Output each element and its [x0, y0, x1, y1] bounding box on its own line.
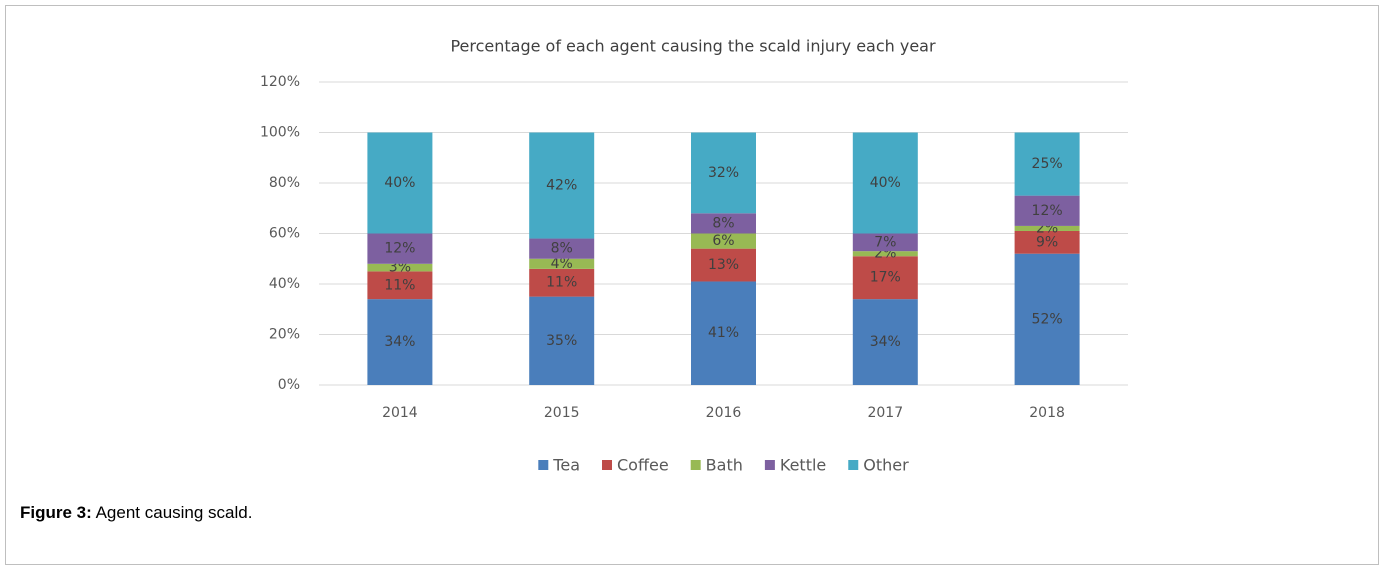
- data-label: 9%: [1036, 234, 1058, 250]
- bar-segment: [529, 258, 595, 269]
- x-tick-label: 2014: [382, 405, 418, 421]
- data-label: 8%: [712, 215, 734, 231]
- data-label: 52%: [1032, 311, 1063, 327]
- bar-segment: [691, 132, 756, 214]
- legend-swatch: [602, 460, 613, 470]
- bar-segment: [1014, 195, 1080, 226]
- x-tick-label: 2017: [867, 405, 903, 421]
- bar-segment: [1014, 230, 1080, 254]
- data-label: 41%: [708, 325, 739, 341]
- bar-segment: [691, 281, 756, 385]
- bar-segment: [529, 132, 595, 239]
- caption-text: Agent causing scald.: [95, 503, 253, 522]
- data-label: 40%: [870, 175, 901, 191]
- data-label: 12%: [384, 241, 415, 257]
- bar-segment: [852, 251, 918, 257]
- bar-segment: [367, 263, 433, 272]
- caption-label: Figure 3:: [20, 503, 92, 522]
- bar-segment: [367, 233, 433, 264]
- y-tick-label: 60%: [269, 226, 300, 242]
- bar-segment: [852, 299, 918, 385]
- bar-segment: [529, 268, 595, 297]
- x-tick-label: 2015: [544, 405, 580, 421]
- bar-segment: [852, 233, 918, 252]
- data-label: 6%: [712, 233, 734, 249]
- y-tick-label: 20%: [269, 327, 300, 343]
- y-tick-label: 100%: [260, 125, 300, 141]
- data-label: 35%: [546, 333, 577, 349]
- data-label: 11%: [546, 275, 577, 291]
- data-label: 8%: [551, 241, 573, 257]
- legend-label: Bath: [706, 456, 743, 475]
- legend-swatch: [690, 460, 701, 470]
- bar-segment: [691, 213, 756, 234]
- bar-segment: [1014, 253, 1080, 385]
- legend-swatch: [538, 460, 549, 470]
- y-tick-label: 80%: [269, 175, 300, 191]
- x-tick-label: 2018: [1029, 405, 1065, 421]
- data-label: 40%: [384, 175, 415, 191]
- data-label: 25%: [1032, 156, 1063, 172]
- legend-swatch: [848, 460, 859, 470]
- y-tick-label: 0%: [278, 377, 300, 393]
- bar-segment: [367, 271, 433, 300]
- bar-segment: [367, 299, 433, 385]
- data-label: 4%: [551, 256, 573, 272]
- data-label: 34%: [870, 334, 901, 350]
- legend-label: Coffee: [617, 456, 669, 475]
- bar-segment: [691, 248, 756, 282]
- bar-segment: [691, 233, 756, 249]
- data-label: 13%: [708, 257, 739, 273]
- bar-segment: [852, 256, 918, 300]
- legend-label: Tea: [552, 456, 580, 475]
- y-tick-label: 120%: [260, 74, 300, 90]
- data-label: 12%: [1032, 203, 1063, 219]
- bar-segment: [529, 296, 595, 385]
- bar-segment: [852, 132, 918, 234]
- y-tick-label: 40%: [269, 276, 300, 292]
- bar-segment: [1014, 225, 1080, 231]
- data-label: 32%: [708, 165, 739, 181]
- legend-swatch: [764, 460, 775, 470]
- chart: Percentage of each agent causing the sca…: [260, 37, 1128, 475]
- data-label: 7%: [874, 234, 896, 250]
- data-label: 34%: [384, 334, 415, 350]
- legend-label: Other: [863, 456, 909, 475]
- data-label: 42%: [546, 178, 577, 194]
- caption: Figure 3: Agent causing scald.: [20, 503, 252, 523]
- bar-segment: [529, 238, 595, 259]
- legend-label: Kettle: [780, 456, 826, 475]
- chart-title: Percentage of each agent causing the sca…: [450, 37, 936, 56]
- bar-segment: [1014, 132, 1080, 196]
- page: Percentage of each agent causing the sca…: [5, 5, 1379, 565]
- bar-segment: [367, 132, 433, 234]
- data-label: 11%: [384, 277, 415, 293]
- data-label: 17%: [870, 270, 901, 286]
- x-tick-label: 2016: [706, 405, 742, 421]
